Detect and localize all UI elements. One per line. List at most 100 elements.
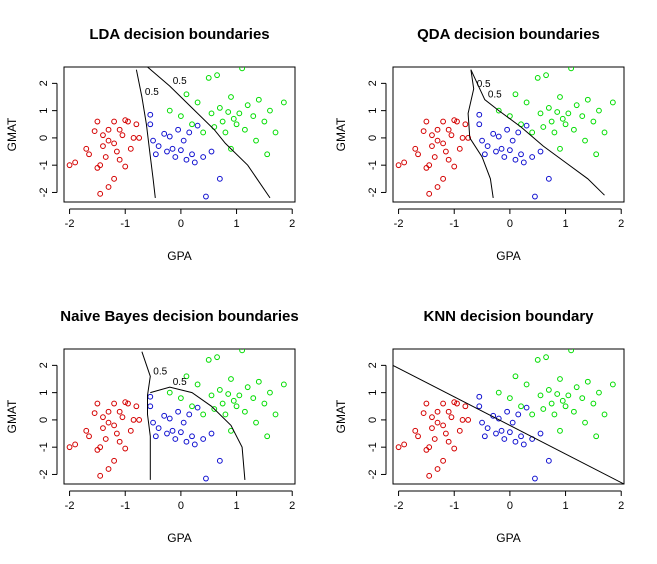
point-red xyxy=(451,163,458,170)
point-red xyxy=(113,148,120,155)
point-green xyxy=(562,121,569,128)
point-red xyxy=(86,151,92,158)
y-tick-label: 1 xyxy=(367,390,379,396)
point-blue xyxy=(200,154,207,160)
x-tick-label: -2 xyxy=(394,500,404,512)
point-red xyxy=(420,128,427,134)
point-blue xyxy=(147,393,154,400)
point-green xyxy=(244,384,251,391)
point-red xyxy=(127,145,134,152)
x-axis-label: GPA xyxy=(496,531,520,545)
x-axis-label: GPA xyxy=(167,249,191,263)
point-blue xyxy=(172,436,179,442)
boundary-label: 0.5 xyxy=(153,366,167,377)
point-green xyxy=(609,381,616,388)
point-red xyxy=(412,145,419,152)
point-green xyxy=(211,406,218,412)
point-red xyxy=(440,457,446,464)
plot-frame xyxy=(63,348,296,485)
decision-boundary xyxy=(467,69,494,198)
point-red xyxy=(442,430,449,437)
point-red xyxy=(100,143,106,149)
point-green xyxy=(590,118,597,125)
y-axis-label: GMAT xyxy=(334,399,348,433)
point-red xyxy=(119,132,126,139)
point-red xyxy=(462,121,469,128)
point-red xyxy=(102,436,109,442)
point-green xyxy=(582,137,588,144)
decision-boundary xyxy=(393,364,624,484)
y-tick-label: 2 xyxy=(38,362,50,368)
point-green xyxy=(565,110,572,117)
point-blue xyxy=(208,148,215,155)
point-blue xyxy=(509,419,516,426)
x-axis-label: GPA xyxy=(167,531,191,545)
y-tick-label: 1 xyxy=(38,390,50,396)
point-green xyxy=(557,427,563,434)
y-axis-label: GMAT xyxy=(5,117,19,151)
point-red xyxy=(451,399,458,406)
decision-boundary xyxy=(147,67,271,199)
point-red xyxy=(395,444,402,451)
point-blue xyxy=(481,433,488,440)
point-blue xyxy=(498,145,505,152)
point-green xyxy=(183,373,190,380)
point-green xyxy=(562,403,569,410)
point-blue xyxy=(509,137,516,144)
point-blue xyxy=(520,159,527,166)
point-green xyxy=(596,389,602,396)
point-green xyxy=(250,395,257,401)
point-red xyxy=(133,121,140,128)
point-red xyxy=(456,427,463,434)
point-red xyxy=(456,145,463,152)
point-green xyxy=(280,99,287,106)
y-tick-label: 1 xyxy=(367,108,379,114)
point-red xyxy=(113,430,120,437)
point-green xyxy=(609,99,616,106)
panel-title: Naive Bayes decision boundaries xyxy=(60,308,298,325)
panel-3: Naive Bayes decision boundaries -2 -1 0 1 2 -2… xyxy=(5,308,299,545)
point-red xyxy=(100,414,106,421)
point-green xyxy=(242,408,248,415)
point-blue xyxy=(161,130,168,137)
point-blue xyxy=(479,137,485,144)
point-green xyxy=(236,110,243,117)
boundary-label: 0.5 xyxy=(477,79,491,90)
x-tick-label: 1 xyxy=(562,500,568,512)
point-green xyxy=(540,406,547,412)
point-green xyxy=(239,349,246,354)
point-blue xyxy=(484,143,491,149)
y-tick-label: 0 xyxy=(367,417,379,423)
point-blue xyxy=(183,156,190,163)
point-green xyxy=(177,395,184,401)
point-blue xyxy=(208,430,215,437)
point-green xyxy=(261,400,268,407)
point-red xyxy=(105,408,112,415)
point-blue xyxy=(169,145,176,152)
point-red xyxy=(116,156,123,163)
point-blue xyxy=(150,137,156,144)
point-red xyxy=(440,422,446,429)
point-green xyxy=(264,151,271,158)
point-blue xyxy=(200,436,207,442)
point-blue xyxy=(194,122,201,129)
point-red xyxy=(105,184,112,190)
decision-boundary xyxy=(150,386,246,480)
boundary-label: 0.5 xyxy=(488,90,502,101)
point-green xyxy=(189,121,195,128)
point-green xyxy=(250,113,257,119)
x-axis-label: GPA xyxy=(496,249,520,263)
x-tick-label: -1 xyxy=(120,218,130,230)
point-red xyxy=(119,414,126,421)
point-blue xyxy=(504,126,511,133)
point-green xyxy=(194,381,201,388)
point-blue xyxy=(515,129,522,136)
point-green xyxy=(272,411,279,418)
boundary-label: 0.5 xyxy=(145,87,159,98)
decision-boundary xyxy=(135,69,156,198)
point-red xyxy=(130,417,137,423)
point-red xyxy=(434,137,441,144)
point-green xyxy=(559,397,566,404)
point-green xyxy=(495,389,502,396)
point-red xyxy=(459,135,466,141)
